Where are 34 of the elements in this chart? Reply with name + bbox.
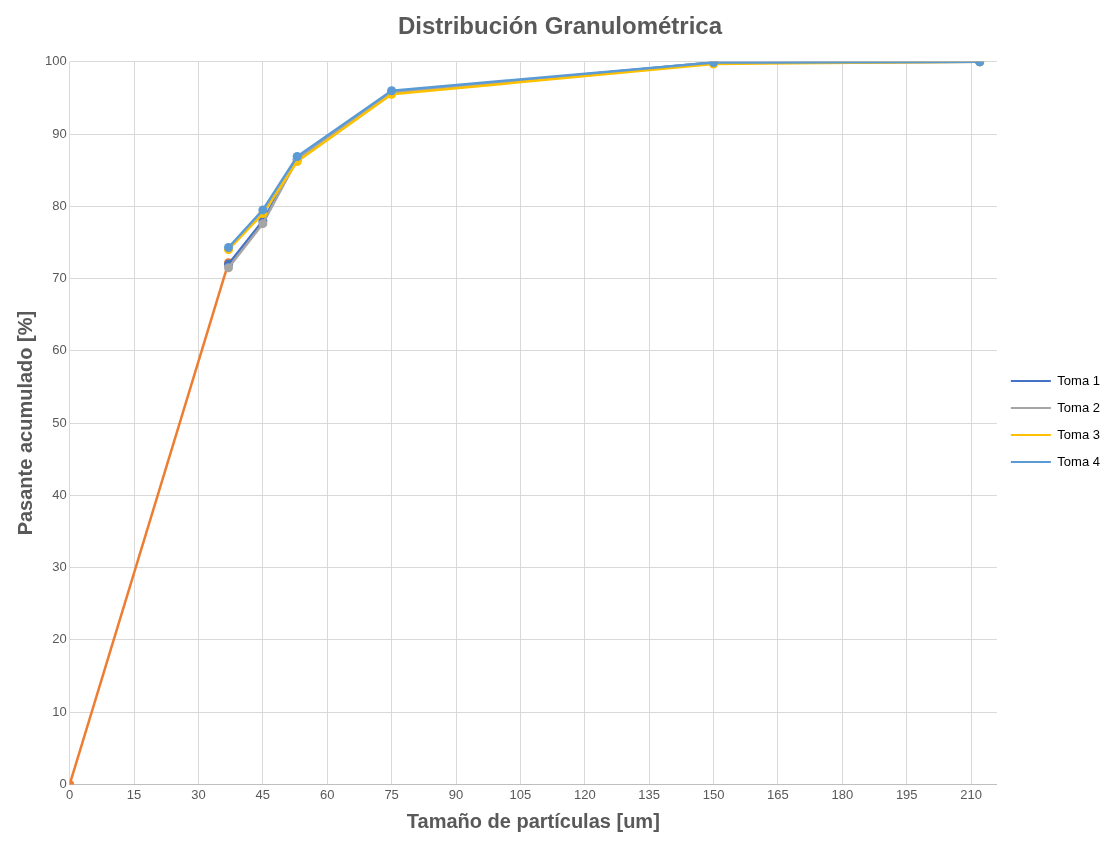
x-tick-label: 195 [895,786,918,802]
x-tick-label: 180 [831,786,854,802]
point [258,205,268,215]
x-tick-label: 120 [573,786,596,802]
x-tick-label: 105 [509,786,532,802]
x-tick-label: 60 [320,786,335,802]
y-tick-label: 60 [52,342,67,358]
y-tick-label: 30 [52,559,67,575]
y-tick-label: 10 [52,703,67,719]
y-tick-label: 100 [44,53,67,69]
x-tick-label: 75 [384,786,399,802]
x-tick-label: 15 [126,786,142,802]
x-tick-label: 210 [960,786,982,802]
y-tick-label: 70 [52,270,67,286]
legend-label: Toma 1 [1057,372,1101,388]
chart-title: Distribución Granulométrica [397,12,723,40]
x-tick-label: 165 [767,786,789,802]
x-axis-title: Tamaño de partículas [um] [406,809,660,832]
point [224,263,234,273]
legend-label: Toma 2 [1057,399,1101,415]
x-tick-label: 90 [448,786,464,802]
x-tick-label: 150 [702,786,725,802]
y-tick-label: 20 [52,631,67,647]
x-tick-label: 30 [191,786,206,802]
x-tick-label: 135 [638,786,661,802]
y-tick-label: 80 [52,197,67,213]
y-tick-label: 40 [52,486,67,502]
y-tick-label: 0 [59,775,67,791]
y-tick-label: 50 [52,414,67,430]
legend-label: Toma 4 [1057,453,1101,469]
y-axis-title: Pasante acumulado [%] [13,310,36,536]
y-tick-label: 90 [52,125,67,141]
x-tick-label: 45 [255,786,271,802]
legend-label: Toma 3 [1057,426,1101,442]
